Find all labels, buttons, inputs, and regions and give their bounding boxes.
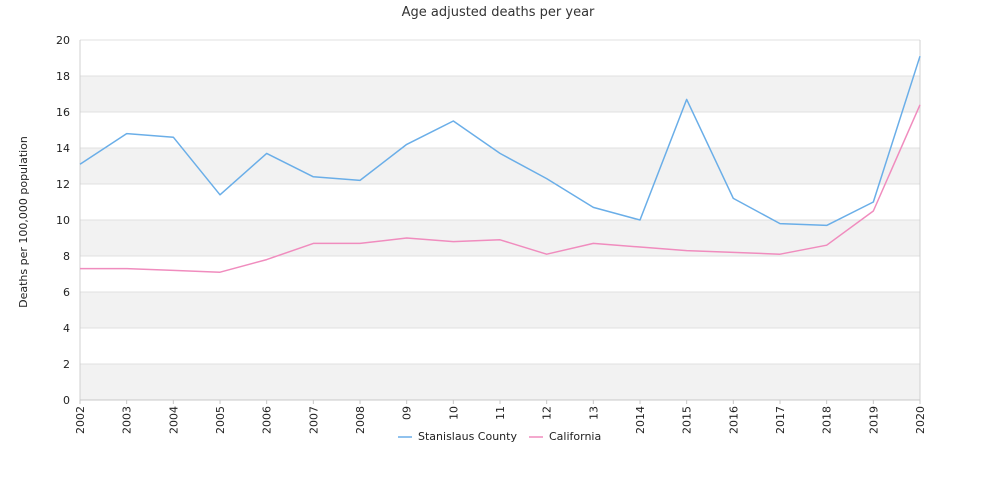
y-tick-label: 12 [56, 178, 70, 191]
x-tick-label: 2008 [354, 406, 367, 434]
y-tick-label: 14 [56, 142, 70, 155]
x-tick-label: 2004 [167, 406, 180, 434]
grid-band [80, 220, 920, 256]
x-tick-label: 2002 [74, 406, 87, 434]
y-axis-label: Deaths per 100,000 population [17, 136, 30, 308]
grid-band [80, 76, 920, 112]
x-tick-label: 2003 [121, 406, 134, 434]
y-tick-label: 8 [63, 250, 70, 263]
grid-band [80, 292, 920, 328]
series-line-california[interactable] [80, 104, 921, 273]
x-tick-label: 12 [541, 406, 554, 420]
x-tick-label: 2014 [634, 406, 647, 434]
grid-lines [80, 39, 920, 401]
x-tick-label: 09 [401, 406, 414, 420]
x-tick-labels: 2002 2003 2004 2005 2006 2007 2008 09 10 11 12 13 20… [74, 400, 927, 434]
y-tick-label: 18 [56, 70, 70, 83]
legend[interactable]: Stanislaus County California [398, 430, 601, 443]
y-tick-label: 4 [63, 322, 70, 335]
x-tick-label: 2007 [307, 406, 320, 434]
x-tick-label: 10 [447, 406, 460, 420]
x-tick-label: 2017 [774, 406, 787, 434]
x-tick-label: 13 [587, 406, 600, 420]
x-tick-label: 2006 [261, 406, 274, 434]
y-tick-label: 16 [56, 106, 70, 119]
legend-label-california[interactable]: California [549, 430, 601, 443]
series-line-stanislaus-county[interactable] [79, 55, 921, 227]
x-tick-label: 2019 [867, 406, 880, 434]
chart-title: Age adjusted deaths per year [402, 5, 595, 20]
y-tick-labels: 0 2 4 6 8 10 12 14 16 18 20 [56, 34, 70, 407]
y-tick-label: 2 [63, 358, 70, 371]
y-tick-label: 20 [56, 34, 70, 47]
x-tick-label: 2015 [681, 406, 694, 434]
y-tick-label: 0 [63, 394, 70, 407]
legend-label-stanislaus-county[interactable]: Stanislaus County [418, 430, 517, 443]
grid-bands [80, 76, 920, 400]
series-lines [79, 55, 921, 273]
y-tick-label: 10 [56, 214, 70, 227]
y-tick-label: 6 [63, 286, 70, 299]
x-tick-label: 2016 [727, 406, 740, 434]
grid-band [80, 364, 920, 400]
x-tick-label: 2005 [214, 406, 227, 434]
x-tick-label: 11 [494, 406, 507, 420]
x-tick-label: 2020 [914, 406, 927, 434]
x-tick-label: 2018 [821, 406, 834, 434]
